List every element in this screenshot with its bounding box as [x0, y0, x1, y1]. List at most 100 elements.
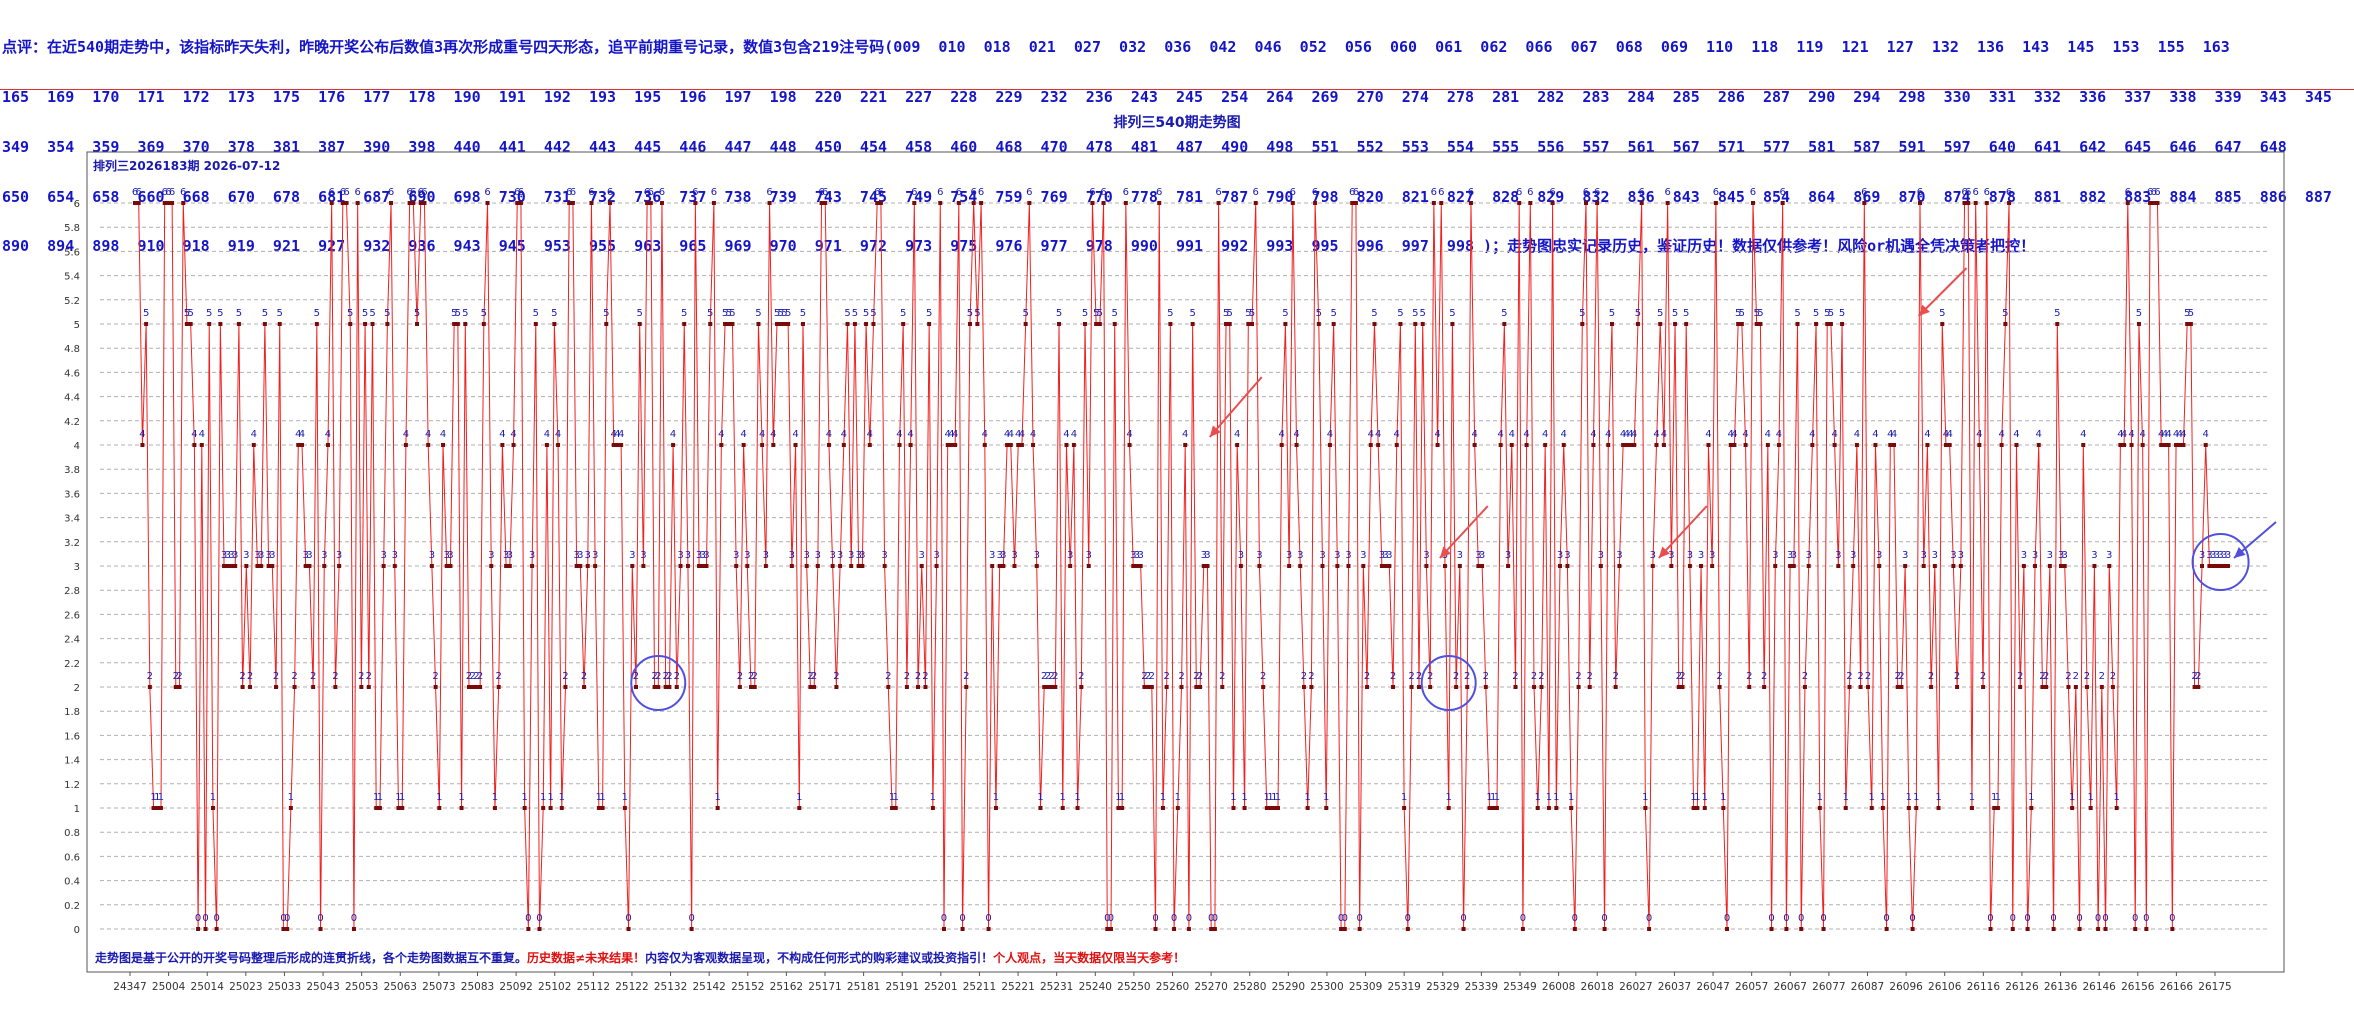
data-point — [281, 927, 286, 931]
data-label: 2 — [1178, 671, 1184, 682]
data-label: 5 — [729, 308, 735, 319]
data-label: 4 — [1015, 429, 1021, 440]
x-tick-label: 25083 — [461, 981, 494, 993]
data-label: 5 — [778, 308, 784, 319]
data-label: 0 — [1520, 913, 1526, 924]
data-point — [1836, 564, 1841, 568]
data-point — [1112, 322, 1117, 326]
data-point — [407, 201, 412, 205]
data-point — [188, 322, 193, 326]
data-point — [1661, 443, 1666, 447]
data-point — [1684, 322, 1689, 326]
data-point — [1465, 685, 1470, 689]
data-label: 4 — [952, 429, 958, 440]
data-point — [1001, 564, 1006, 568]
data-point — [288, 806, 293, 810]
data-label: 3 — [429, 550, 435, 561]
data-point — [1131, 564, 1136, 568]
data-label: 2 — [2084, 671, 2090, 682]
x-tick-label: 25201 — [924, 981, 957, 993]
data-label: 4 — [618, 429, 624, 440]
data-label: 4 — [555, 429, 561, 440]
data-label: 1 — [154, 792, 160, 803]
x-tick-label: 26146 — [2082, 981, 2116, 993]
data-point — [1535, 806, 1540, 810]
data-point — [608, 201, 613, 205]
data-point — [277, 322, 282, 326]
data-label: 6 — [1549, 187, 1555, 198]
data-label: 1 — [1969, 792, 1975, 803]
data-label: 5 — [863, 308, 869, 319]
data-point — [1569, 806, 1574, 810]
data-label: 5 — [926, 308, 932, 319]
data-label: 1 — [1304, 792, 1310, 803]
data-label: 3 — [1204, 550, 1210, 561]
data-point — [184, 322, 189, 326]
data-point — [1220, 685, 1225, 689]
data-point — [1342, 927, 1347, 931]
data-label: 4 — [1234, 429, 1240, 440]
data-label: 3 — [1034, 550, 1040, 561]
y-tick-label: 4.8 — [64, 344, 80, 355]
data-point — [763, 564, 768, 568]
data-label: 3 — [1319, 550, 1325, 561]
data-point — [485, 201, 490, 205]
commentary-line: 650 654 658 660 668 670 678 681 687 690 … — [2, 187, 2332, 206]
data-point — [2051, 927, 2056, 931]
data-point — [522, 806, 527, 810]
data-point — [385, 322, 390, 326]
data-label: 5 — [362, 308, 368, 319]
data-label: 2 — [239, 671, 245, 682]
data-label: 5 — [1227, 308, 1233, 319]
data-label: 3 — [2062, 550, 2068, 561]
data-label: 3 — [804, 550, 810, 561]
data-point — [222, 564, 227, 568]
data-point — [1376, 443, 1381, 447]
data-label: 1 — [521, 792, 527, 803]
data-point — [1339, 927, 1344, 931]
data-label: 4 — [614, 429, 620, 440]
data-label: 6 — [970, 187, 976, 198]
data-point — [133, 201, 137, 205]
data-label: 6 — [937, 187, 943, 198]
data-point — [845, 322, 850, 326]
data-label: 5 — [852, 308, 858, 319]
data-label: 4 — [1293, 429, 1299, 440]
x-tick-label: 26106 — [1928, 981, 1962, 993]
data-label: 4 — [982, 429, 988, 440]
data-point — [1988, 927, 1993, 931]
data-point — [1754, 322, 1759, 326]
data-label: 3 — [848, 550, 854, 561]
data-label: 2 — [1045, 671, 1051, 682]
data-point — [1268, 806, 1273, 810]
data-point — [181, 201, 186, 205]
y-tick-label: 0.2 — [64, 901, 80, 912]
data-label: 3 — [269, 550, 275, 561]
data-label: 2 — [885, 671, 891, 682]
data-point — [2196, 685, 2201, 689]
data-label: 1 — [1490, 792, 1496, 803]
y-tick-label: 2.8 — [64, 586, 80, 597]
data-point — [466, 685, 471, 689]
data-label: 0 — [195, 913, 201, 924]
data-point — [767, 201, 772, 205]
data-point — [1869, 806, 1874, 810]
data-point — [1108, 927, 1113, 931]
data-point — [1201, 564, 1206, 568]
data-point — [1398, 322, 1403, 326]
data-label: 4 — [1943, 429, 1949, 440]
data-point — [1884, 927, 1889, 931]
x-tick-label: 25250 — [1117, 981, 1150, 993]
data-point — [1728, 443, 1733, 447]
data-label: 3 — [1238, 550, 1244, 561]
data-label: 3 — [881, 550, 887, 561]
data-point — [1290, 201, 1295, 205]
data-label: 1 — [1323, 792, 1329, 803]
data-point — [526, 927, 531, 931]
data-point — [1877, 564, 1882, 568]
data-label: 3 — [1564, 550, 1570, 561]
data-point — [2200, 564, 2205, 568]
data-point — [1253, 201, 1258, 205]
data-point — [2151, 201, 2156, 205]
data-label: 4 — [1523, 429, 1529, 440]
